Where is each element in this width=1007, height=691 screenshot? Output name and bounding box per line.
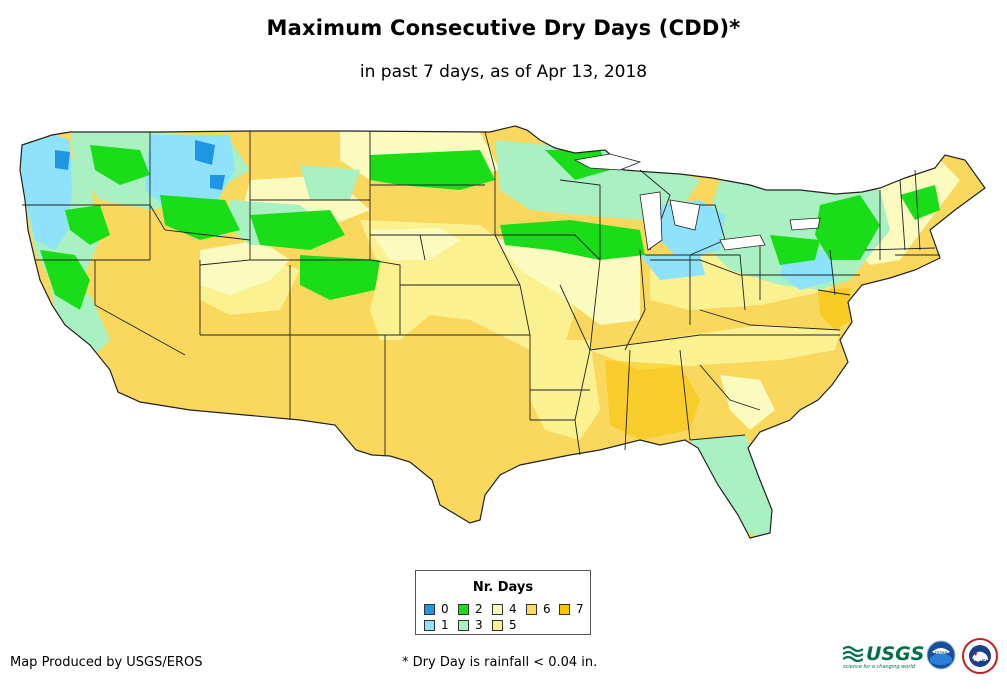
legend-swatch-0 bbox=[424, 603, 435, 615]
legend-swatch-6 bbox=[526, 603, 537, 615]
legend-label-5: 5 bbox=[509, 618, 517, 632]
legend-swatch-7 bbox=[559, 603, 570, 615]
legend: Nr. Days 0 1 2 3 4 5 6 7 bbox=[415, 570, 591, 635]
nws-logo-icon: NWS bbox=[962, 638, 998, 674]
svg-text:noaa: noaa bbox=[935, 650, 947, 656]
map-title: Maximum Consecutive Dry Days (CDD)* bbox=[266, 16, 741, 40]
usgs-logo-icon: USGS science for a changing world bbox=[843, 643, 925, 670]
wet-1-indiana-ohio bbox=[640, 255, 705, 280]
state-boundaries bbox=[22, 131, 940, 456]
legend-item-2: 2 bbox=[458, 602, 483, 616]
dry-4-nevada-utah bbox=[200, 240, 290, 295]
wet-2-colorado bbox=[300, 255, 380, 300]
legend-item-0: 0 bbox=[424, 602, 449, 616]
usgs-waves-icon bbox=[843, 645, 863, 663]
wet-0-montana bbox=[210, 175, 225, 190]
legend-item-1: 1 bbox=[424, 618, 449, 632]
dry-day-footnote: * Dry Day is rainfall < 0.04 in. bbox=[402, 655, 598, 670]
legend-label-0: 0 bbox=[441, 602, 449, 616]
dry-4-georgia-coast bbox=[720, 375, 775, 430]
legend-label-6: 6 bbox=[543, 602, 551, 616]
wet-2-dakotas bbox=[370, 150, 495, 190]
wet-0-washington bbox=[55, 150, 70, 170]
dry-5-southeast bbox=[590, 325, 840, 370]
wet-2-washington bbox=[90, 145, 150, 185]
legend-label-1: 1 bbox=[441, 618, 449, 632]
wet-2-new-york bbox=[815, 195, 880, 260]
legend-swatch-5 bbox=[492, 619, 503, 631]
legend-label-7: 7 bbox=[576, 602, 584, 616]
legend-label-4: 4 bbox=[509, 602, 517, 616]
legend-label-2: 2 bbox=[475, 602, 483, 616]
noaa-logo-icon: noaa bbox=[926, 640, 956, 670]
map-credit: Map Produced by USGS/EROS bbox=[10, 655, 203, 670]
legend-swatch-3 bbox=[458, 619, 469, 631]
wet-2-idaho bbox=[160, 195, 240, 240]
wet-3-florida bbox=[690, 435, 775, 538]
wet-3-wyoming bbox=[300, 165, 360, 200]
legend-item-4: 4 bbox=[492, 602, 517, 616]
wet-2-wyoming-utah bbox=[250, 210, 345, 250]
legend-label-3: 3 bbox=[475, 618, 483, 632]
legend-swatch-2 bbox=[458, 603, 469, 615]
wet-2-ohio-pa bbox=[770, 235, 820, 265]
wet-2-northern-california bbox=[40, 250, 90, 310]
legend-item-7: 7 bbox=[559, 602, 584, 616]
usgs-logo-text: USGS bbox=[866, 643, 925, 665]
wet-0-idaho bbox=[195, 140, 215, 165]
legend-swatch-4 bbox=[492, 603, 503, 615]
legend-item-3: 3 bbox=[458, 618, 483, 632]
wet-2-new-england bbox=[900, 185, 940, 220]
dry-4-nebraska bbox=[370, 228, 460, 260]
wet-2-iowa-wisconsin bbox=[500, 220, 645, 260]
cdd-map bbox=[19, 125, 986, 539]
map-subtitle: in past 7 days, as of Apr 13, 2018 bbox=[359, 62, 648, 82]
dry-7-delmarva bbox=[818, 288, 852, 330]
legend-item-6: 6 bbox=[526, 602, 551, 616]
svg-text:NWS: NWS bbox=[973, 657, 987, 663]
legend-swatch-1 bbox=[424, 619, 435, 631]
great-lakes bbox=[573, 153, 821, 251]
legend-item-5: 5 bbox=[492, 618, 517, 632]
legend-title: Nr. Days bbox=[472, 580, 534, 595]
usgs-tagline: science for a changing world bbox=[843, 664, 915, 670]
wet-2-oregon bbox=[65, 205, 110, 245]
